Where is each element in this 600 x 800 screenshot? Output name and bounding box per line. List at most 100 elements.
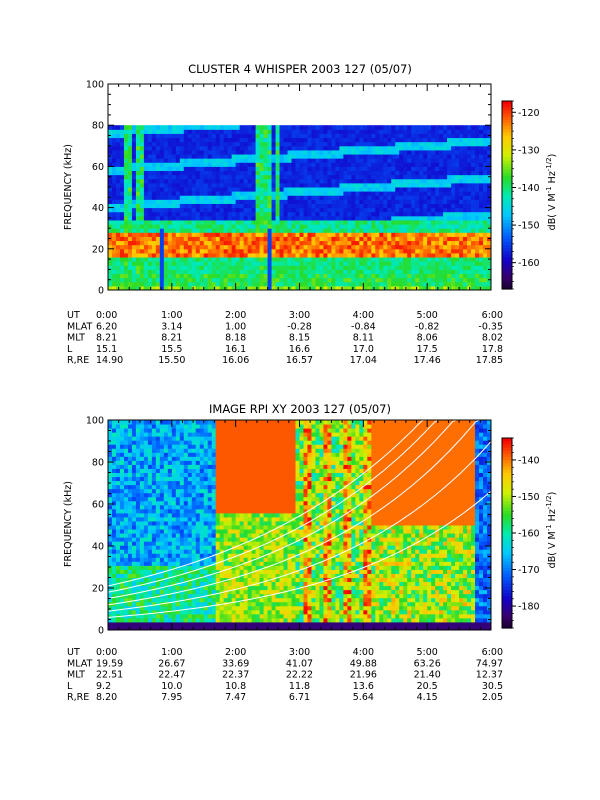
spectrogram-cell bbox=[163, 585, 169, 591]
spectrogram-cell bbox=[163, 581, 169, 587]
spectrogram-cell bbox=[151, 625, 157, 631]
spectrogram-cell bbox=[227, 224, 233, 229]
spectrogram-cell bbox=[143, 484, 149, 490]
spectrogram-cell bbox=[211, 228, 217, 233]
spectrogram-cell bbox=[247, 265, 253, 270]
spectrogram-cell bbox=[108, 252, 113, 258]
spectrogram-cell bbox=[119, 174, 125, 180]
spectrogram-cell bbox=[143, 162, 149, 167]
spectrogram-cell bbox=[111, 557, 117, 562]
spectrogram-cell bbox=[191, 273, 197, 279]
spectrogram-cell bbox=[343, 178, 348, 184]
spectrogram-cell bbox=[291, 285, 297, 291]
spectrogram-cell bbox=[263, 219, 269, 225]
spectrogram-cell bbox=[303, 182, 308, 188]
spectrogram-cell bbox=[175, 174, 181, 180]
spectrogram-cell bbox=[163, 162, 169, 167]
spectrogram-cell bbox=[203, 257, 209, 262]
spectrogram-cell bbox=[423, 199, 428, 204]
spectrogram-cell bbox=[131, 516, 137, 522]
spectrogram-cell bbox=[307, 187, 312, 192]
spectrogram-cell bbox=[111, 516, 117, 522]
spectrogram-cell bbox=[347, 145, 352, 151]
spectrogram-cell bbox=[163, 484, 169, 490]
spectrogram-cell bbox=[391, 240, 396, 246]
spectrogram-cell bbox=[303, 187, 308, 192]
spectrogram-cell bbox=[203, 236, 209, 242]
spectrogram-cell bbox=[487, 182, 492, 188]
spectrogram-cell bbox=[123, 533, 129, 538]
spectrogram-cell bbox=[439, 211, 444, 217]
spectrogram-cell bbox=[171, 565, 177, 570]
spectrogram-cell bbox=[335, 166, 340, 172]
spectrogram-cell bbox=[259, 133, 265, 139]
spectrogram-cell bbox=[431, 195, 436, 200]
spectrogram-cell bbox=[175, 240, 181, 246]
spectrogram-cell bbox=[191, 154, 197, 159]
spectrogram-cell bbox=[447, 273, 452, 279]
spectrogram-cell bbox=[147, 585, 153, 591]
spectrogram-cell bbox=[443, 281, 448, 287]
spectrogram-cell bbox=[271, 195, 277, 200]
spectrogram-cell bbox=[283, 166, 289, 172]
spectrogram-cell bbox=[287, 281, 293, 287]
spectrogram-cell bbox=[143, 269, 149, 275]
spectrogram-cell bbox=[155, 191, 161, 196]
spectrogram-cell bbox=[231, 129, 237, 134]
spectrogram-cell bbox=[203, 211, 209, 217]
spectrogram-cell bbox=[159, 285, 165, 291]
spectrogram-cell bbox=[131, 129, 137, 134]
spectrogram-cell bbox=[439, 178, 444, 184]
spectrogram-cell bbox=[303, 232, 308, 237]
spectrogram-cell bbox=[339, 240, 344, 246]
spectrogram-cell bbox=[283, 145, 289, 151]
spectrogram-cell bbox=[111, 420, 117, 425]
spectrogram-cell bbox=[423, 170, 428, 176]
spectrogram-cell bbox=[439, 207, 444, 213]
spectrogram-cell bbox=[171, 597, 177, 603]
spectrogram-cell bbox=[223, 141, 229, 147]
spectrogram-cell bbox=[179, 166, 185, 172]
spectrogram-cell bbox=[159, 605, 165, 611]
spectrogram-cell bbox=[375, 187, 380, 192]
spectrogram-cell bbox=[131, 424, 137, 429]
spectrogram-cell bbox=[267, 203, 273, 209]
spectrogram-cell bbox=[155, 476, 161, 482]
spectrogram-cell bbox=[383, 182, 388, 188]
spectrogram-cell bbox=[163, 269, 169, 275]
spectrogram-cell bbox=[451, 203, 456, 209]
spectrogram-cell bbox=[371, 166, 376, 172]
spectrogram-cell bbox=[271, 211, 277, 217]
spectrogram-cell bbox=[455, 224, 460, 229]
spectrogram-cell bbox=[203, 141, 209, 147]
spectrogram-cell bbox=[467, 269, 472, 275]
spectrogram-cell bbox=[291, 149, 297, 155]
spectrogram-cell bbox=[423, 236, 428, 242]
spectrogram-cell bbox=[363, 137, 368, 143]
spectrogram-cell bbox=[371, 125, 376, 130]
spectrogram-cell bbox=[247, 149, 253, 155]
spectrogram-cell bbox=[179, 252, 185, 258]
spectrogram-cell bbox=[159, 158, 165, 163]
spectrogram-cell bbox=[139, 158, 145, 163]
spectrogram-cell bbox=[339, 125, 344, 130]
spectrogram-cell bbox=[187, 211, 193, 217]
spectrogram-cell bbox=[299, 125, 304, 130]
spectrogram-cell bbox=[327, 232, 332, 237]
spectrogram-cell bbox=[111, 125, 117, 130]
spectrogram-cell bbox=[439, 203, 444, 209]
spectrogram-cell bbox=[299, 219, 304, 225]
spectrogram-cell bbox=[343, 248, 348, 254]
spectrogram-cell bbox=[351, 252, 356, 258]
spectrogram-cell bbox=[467, 261, 472, 266]
spectrogram-cell bbox=[139, 187, 145, 192]
spectrogram-cell bbox=[447, 219, 452, 225]
spectrogram-cell bbox=[263, 137, 269, 143]
spectrogram-cell bbox=[195, 145, 201, 151]
spectrogram-cell bbox=[219, 240, 225, 246]
spectrogram-cell bbox=[335, 125, 340, 130]
spectrogram-cell bbox=[251, 265, 257, 270]
spectrogram-cell bbox=[331, 224, 336, 229]
spectrogram-cell bbox=[127, 468, 133, 473]
spectrogram-cell bbox=[139, 125, 145, 130]
